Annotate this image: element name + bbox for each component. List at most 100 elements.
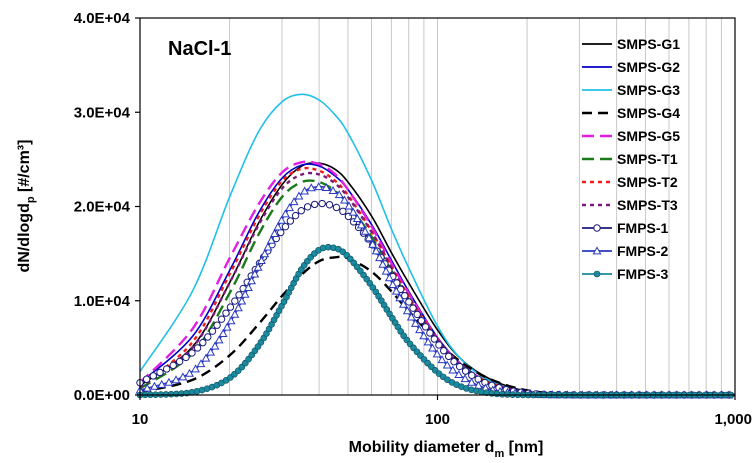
- x-axis-title: Mobility diameter dm [nm]: [349, 439, 544, 460]
- series-marker: [306, 183, 316, 192]
- panel-label: NaCl-1: [168, 38, 231, 60]
- series-marker: [188, 349, 196, 357]
- series-marker: [364, 233, 374, 242]
- series-marker: [281, 222, 290, 231]
- series-marker: [444, 352, 453, 361]
- legend-item-fmps-3: FMPS-3: [582, 266, 669, 282]
- legend-item-smps-t3: SMPS-T3: [582, 197, 678, 213]
- series-marker: [360, 226, 370, 235]
- series-marker: [214, 335, 224, 344]
- series-marker: [467, 377, 477, 386]
- series-marker: [356, 220, 366, 229]
- series-marker: [280, 209, 290, 218]
- series-marker: [250, 269, 260, 278]
- y-axis-title-main: dN/dlogd: [16, 203, 33, 272]
- series-marker: [468, 371, 476, 380]
- legend-label: FMPS-1: [617, 220, 669, 236]
- series-marker: [191, 364, 200, 373]
- series-marker: [417, 316, 426, 325]
- series-marker: [240, 289, 250, 298]
- series-marker: [409, 304, 417, 312]
- legend-item-smps-g2: SMPS-G2: [582, 59, 680, 75]
- series-marker: [318, 199, 326, 208]
- series-marker: [423, 337, 433, 346]
- legend-label: SMPS-G3: [617, 82, 680, 98]
- x-tick-label: 10: [132, 411, 149, 428]
- series-marker: [325, 201, 334, 209]
- series-marker: [384, 273, 394, 282]
- series-marker: [253, 262, 263, 271]
- series-marker: [230, 309, 240, 318]
- legend-label: SMPS-G5: [617, 128, 680, 144]
- series-marker: [171, 375, 181, 384]
- series-marker: [233, 303, 243, 312]
- legend-label: SMPS-G2: [617, 59, 680, 75]
- series-marker: [405, 298, 413, 306]
- series-marker: [435, 341, 443, 349]
- x-axis-title-sub: m: [494, 448, 504, 460]
- legend-item-smps-t1: SMPS-T1: [582, 151, 678, 167]
- legend-label: FMPS-3: [617, 266, 669, 282]
- series-marker: [235, 291, 243, 299]
- series-marker: [231, 297, 239, 305]
- series-marker: [289, 197, 299, 206]
- series-marker: [150, 381, 159, 390]
- series-marker: [368, 239, 378, 248]
- series-marker: [226, 303, 235, 311]
- series-marker: [371, 246, 381, 255]
- legend-item-smps-g4: SMPS-G4: [582, 105, 680, 121]
- series-marker: [402, 306, 412, 315]
- legend-label: SMPS-T1: [617, 151, 678, 167]
- series-marker: [375, 253, 384, 262]
- series-marker: [182, 353, 190, 362]
- series-marker: [448, 365, 458, 374]
- series-marker: [332, 203, 341, 212]
- series-marker: [401, 291, 409, 300]
- series-marker: [426, 329, 434, 337]
- series-marker: [226, 316, 236, 325]
- series-marker: [398, 299, 408, 308]
- series-marker: [593, 224, 601, 232]
- series-marker: [243, 283, 253, 292]
- series-marker: [415, 325, 425, 334]
- series-marker: [592, 246, 602, 255]
- series-marker: [348, 207, 358, 216]
- series-marker: [421, 323, 430, 331]
- series-marker: [388, 279, 398, 288]
- series-marker: [328, 185, 338, 194]
- series-marker: [204, 333, 212, 341]
- series-marker: [344, 201, 354, 210]
- series-marker: [460, 374, 470, 383]
- legend-item-smps-g1: SMPS-G1: [582, 36, 680, 52]
- series-marker: [334, 190, 344, 199]
- series-marker: [410, 318, 420, 327]
- series-marker: [208, 327, 217, 335]
- legend-label: SMPS-G4: [617, 105, 680, 121]
- series-marker: [378, 259, 388, 268]
- series-marker: [142, 375, 151, 383]
- series-marker: [142, 383, 152, 392]
- series-marker: [339, 207, 347, 216]
- series-marker: [395, 293, 405, 302]
- series-marker: [428, 343, 437, 352]
- series-marker: [218, 328, 228, 338]
- x-tick-label: 100: [425, 411, 450, 428]
- series-marker: [311, 200, 319, 209]
- x-axis-title-tail: [nm]: [504, 439, 543, 456]
- series-marker: [352, 213, 362, 222]
- series-marker: [432, 349, 442, 358]
- series-marker: [406, 312, 416, 321]
- legend-item-fmps-2: FMPS-2: [582, 243, 669, 259]
- y-tick-label: 0.0E+00: [74, 387, 130, 404]
- series-marker: [430, 335, 439, 343]
- legend-item-fmps-1: FMPS-1: [582, 220, 669, 236]
- series-marker: [381, 266, 391, 275]
- x-axis-title-main: Mobility diameter d: [349, 439, 495, 456]
- series-marker: [164, 377, 174, 386]
- series-marker: [391, 286, 401, 295]
- y-axis-title: dN/dlogdp [#/cm³]: [16, 140, 37, 273]
- series-marker: [285, 203, 295, 212]
- legend-label: SMPS-G1: [617, 36, 680, 52]
- y-tick-label: 2.0E+04: [74, 199, 131, 216]
